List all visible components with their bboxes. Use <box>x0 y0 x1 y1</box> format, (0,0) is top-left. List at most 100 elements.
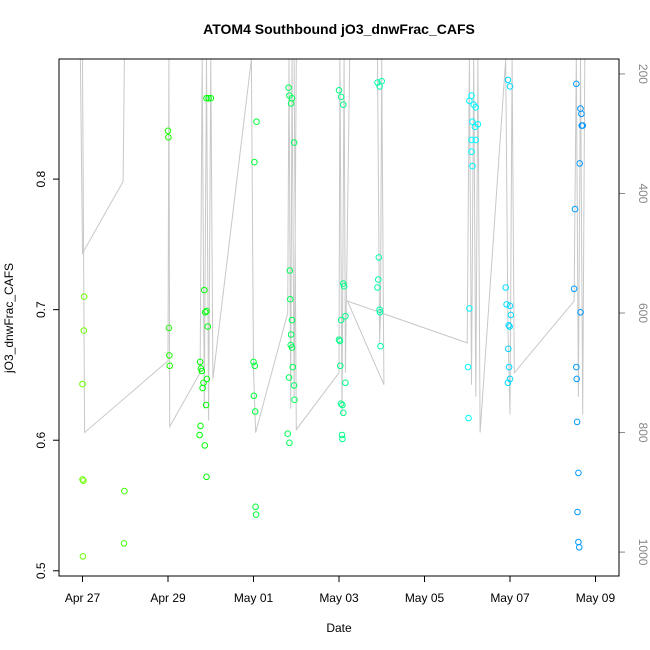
data-point <box>340 282 348 290</box>
data-point <box>196 431 203 439</box>
data-point <box>286 267 294 274</box>
data-point <box>469 162 476 170</box>
data-point <box>374 79 381 86</box>
data-point <box>377 342 384 350</box>
data-point <box>575 469 582 477</box>
data-point <box>468 92 475 99</box>
data-point <box>166 352 173 359</box>
x-tick-label: May 09 <box>576 591 616 605</box>
data-point <box>201 442 209 449</box>
data-point <box>286 439 293 447</box>
data-point <box>375 254 383 261</box>
data-point <box>207 94 215 102</box>
data-point <box>474 121 482 128</box>
y-tick-label: 0.6 <box>34 432 48 449</box>
data-point <box>288 316 296 324</box>
data-point <box>574 508 581 516</box>
data-point <box>468 148 475 155</box>
data-point <box>571 205 579 213</box>
data-point <box>250 358 257 366</box>
data-point <box>80 327 88 334</box>
y2-tick-label: 800 <box>636 423 650 443</box>
data-point <box>340 409 347 417</box>
data-point <box>376 309 384 316</box>
data-point <box>570 285 578 293</box>
data-point <box>205 94 212 102</box>
plot-frame <box>58 58 620 577</box>
data-point <box>502 284 510 291</box>
data-point <box>575 538 582 546</box>
data-point <box>291 396 298 404</box>
data-point <box>79 380 86 388</box>
x-tick-label: May 01 <box>234 591 274 605</box>
data-point <box>121 487 128 495</box>
data-point <box>575 544 583 551</box>
data-point <box>507 311 515 319</box>
data-point <box>203 473 210 481</box>
data-point <box>504 76 512 84</box>
data-point <box>374 284 381 291</box>
data-point <box>577 309 584 316</box>
data-point <box>573 375 581 383</box>
data-point <box>289 363 297 371</box>
data-point <box>285 374 293 381</box>
data-point <box>285 84 292 91</box>
y2-tick-label: 200 <box>636 64 650 84</box>
data-point <box>203 94 210 102</box>
x-tick-label: May 05 <box>405 591 445 605</box>
y2-tick-label: 600 <box>636 303 650 323</box>
data-point <box>203 307 210 315</box>
data-point <box>284 430 292 438</box>
data-point <box>250 392 258 400</box>
data-point <box>80 477 87 485</box>
data-point <box>342 312 349 320</box>
data-point <box>576 160 584 167</box>
data-point <box>253 118 260 125</box>
x-tick-label: Apr 29 <box>150 591 186 605</box>
data-point <box>337 400 345 408</box>
data-point <box>288 94 296 102</box>
data-point <box>579 122 587 129</box>
data-point <box>337 93 345 101</box>
data-point <box>164 127 172 135</box>
data-point <box>505 322 513 329</box>
data-point <box>203 375 211 383</box>
data-point <box>290 382 298 389</box>
data-point <box>290 139 298 146</box>
data-point <box>503 301 510 308</box>
data-point <box>166 362 173 370</box>
data-point <box>468 136 475 144</box>
data-point <box>80 293 88 300</box>
y-tick-label: 0.8 <box>34 170 48 187</box>
data-point <box>339 435 346 443</box>
chart-title: ATOM4 Southbound jO3_dnwFrac_CAFS <box>203 21 475 37</box>
data-point <box>338 431 346 439</box>
data-point <box>288 344 296 351</box>
data-point <box>375 276 382 283</box>
y-axis-label: jO3_dnwFrac_CAFS <box>2 263 16 374</box>
x-axis: Apr 27 Apr 29 May 01 May 03 May 05 May 07 May … <box>65 575 616 605</box>
data-point <box>466 305 473 312</box>
x-tick-label: May 07 <box>490 591 530 605</box>
data-point <box>197 422 204 430</box>
y-axis: 0.5 0.6 0.7 0.8 <box>34 170 59 579</box>
data-point <box>252 503 259 511</box>
data-point <box>506 323 513 330</box>
data-point <box>165 324 173 332</box>
data-point <box>251 408 259 415</box>
data-point <box>342 379 349 387</box>
data-point <box>165 134 172 141</box>
x-tick-label: May 03 <box>319 591 359 605</box>
data-point <box>506 375 514 383</box>
y-tick-label: 0.7 <box>34 301 48 318</box>
y2-axis: 200 400 600 800 1000 <box>619 64 650 566</box>
data-point <box>469 118 476 125</box>
data-point <box>573 363 580 371</box>
data-point <box>201 286 208 294</box>
y2-tick-label: 1000 <box>636 539 650 566</box>
data-point <box>204 323 212 330</box>
data-point <box>378 77 386 85</box>
data-point <box>340 101 347 108</box>
data-point <box>196 358 204 366</box>
